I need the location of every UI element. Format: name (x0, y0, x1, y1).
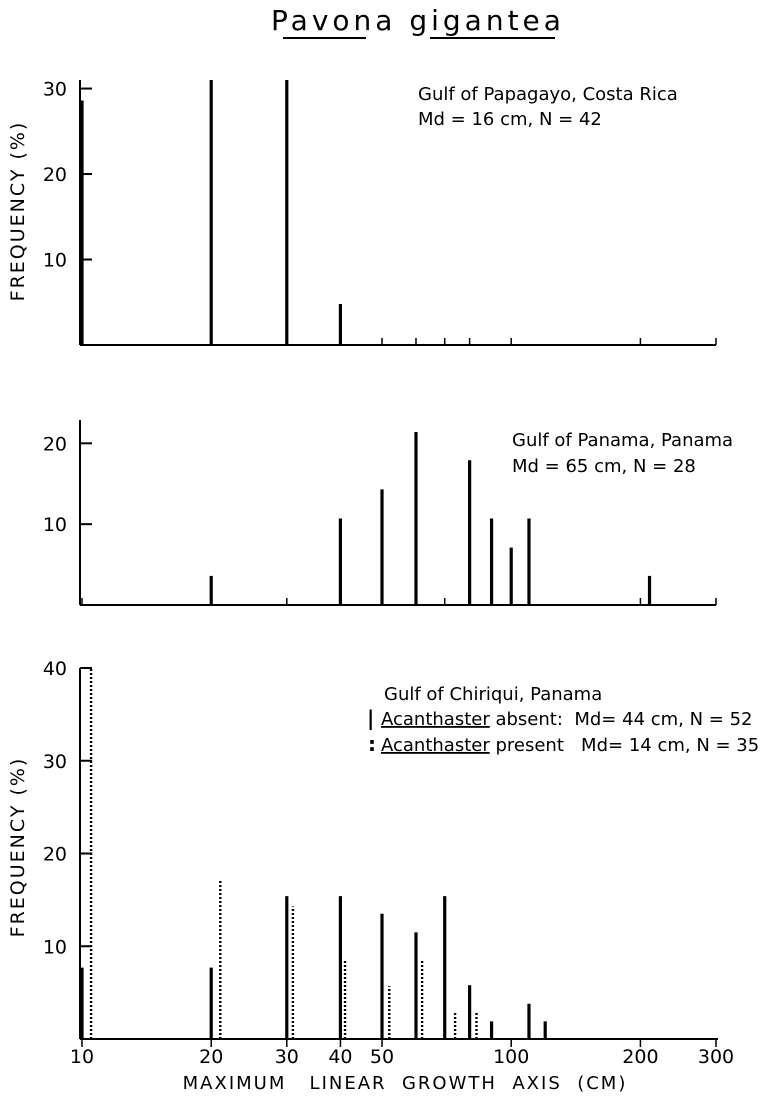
legend-symbol-dotted: : (368, 732, 376, 756)
bars (80, 668, 547, 1039)
x-tick-label: 100 (493, 1046, 529, 1068)
y-tick-label: 10 (43, 250, 67, 272)
legend-species-name: Acanthaster (381, 735, 490, 756)
y-tick-label: 30 (43, 79, 67, 101)
annotation-location: Gulf of Papagayo, Costa Rica (418, 84, 678, 105)
x-ticks: 10 20 30 40 50 100 200 300 (70, 1039, 734, 1068)
x-ticks (81, 598, 717, 605)
x-ticks (81, 338, 717, 345)
legend-label: Acanthaster absent: Md= 44 cm, N = 52 (381, 709, 753, 730)
y-tick-label: 40 (43, 658, 67, 680)
legend-species-name: Acanthaster (381, 709, 490, 730)
bars (209, 432, 652, 605)
chart-panel-chiriqui: 10 20 30 40 10 20 30 40 50 100 200 300 FREQUENCY (… (7, 658, 759, 1094)
x-tick-label: 10 (70, 1046, 94, 1068)
chart-panel-panama: 10 20 Gulf of Panama, Panama Md = 65 cm, … (43, 420, 733, 606)
annotation-location: Gulf of Chiriqui, Panama (384, 684, 602, 705)
x-axis-label: MAXIMUM LINEAR GROWTH AXIS (CM) (183, 1073, 628, 1094)
x-tick-label: 40 (328, 1046, 352, 1068)
y-axis-label: FREQUENCY (%) (7, 121, 29, 302)
y-tick-label: 20 (43, 844, 67, 866)
legend-item-absent: | Acanthaster absent: Md= 44 cm, N = 52 (367, 706, 753, 730)
annotation-stats: Md = 16 cm, N = 42 (418, 109, 602, 130)
chart-panel-papagayo: 10 20 30 FREQUENCY (%) Gulf of Papagayo, C… (7, 79, 717, 346)
y-axis-label: FREQUENCY (%) (7, 757, 29, 938)
y-tick-label: 30 (43, 751, 67, 773)
annotation-stats: Md = 65 cm, N = 28 (512, 456, 696, 477)
legend-item-present: : Acanthaster present Md= 14 cm, N = 35 (368, 732, 759, 756)
x-tick-label: 50 (370, 1046, 394, 1068)
bars (80, 80, 343, 345)
y-tick-label: 10 (43, 936, 67, 958)
x-tick-label: 30 (275, 1046, 299, 1068)
y-ticks: 10 20 30 40 (43, 658, 92, 958)
legend-symbol-solid: | (367, 706, 374, 730)
y-tick-label: 20 (43, 164, 67, 186)
legend-label: Acanthaster present Md= 14 cm, N = 35 (381, 735, 759, 756)
legend-text: present Md= 14 cm, N = 35 (490, 735, 759, 756)
x-tick-label: 300 (698, 1046, 734, 1068)
y-tick-label: 10 (43, 514, 67, 536)
figure-title: Pavona gigantea (271, 4, 565, 37)
annotation-location: Gulf of Panama, Panama (512, 430, 733, 451)
y-ticks: 10 20 30 (43, 79, 92, 272)
y-tick-label: 20 (43, 433, 67, 455)
x-tick-label: 200 (622, 1046, 658, 1068)
y-ticks: 10 20 (43, 433, 92, 536)
x-tick-label: 20 (199, 1046, 223, 1068)
legend-text: absent: Md= 44 cm, N = 52 (490, 709, 753, 730)
